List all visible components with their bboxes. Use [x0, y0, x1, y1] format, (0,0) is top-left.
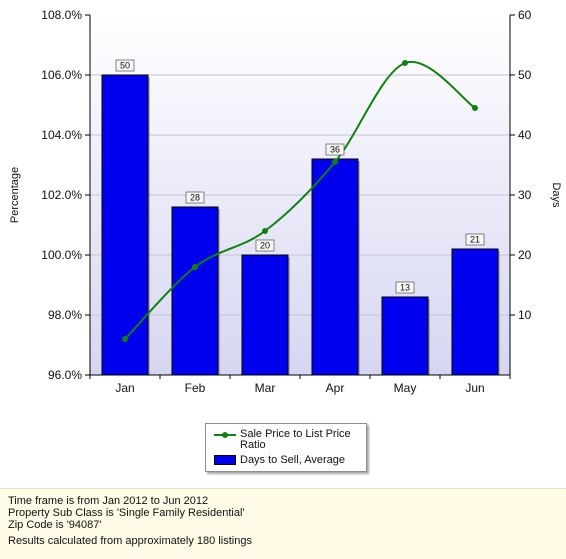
- y-tick-label: 104.0%: [41, 128, 82, 142]
- y2-tick-label: 50: [518, 68, 532, 82]
- data-label: 21: [470, 235, 480, 245]
- line-point: [122, 336, 128, 342]
- bar: [171, 206, 219, 376]
- y-tick-label: 102.0%: [41, 188, 82, 202]
- bar: [381, 296, 429, 376]
- legend-label-ratio: Sale Price to List Price Ratio: [240, 428, 351, 451]
- bar: [241, 254, 289, 376]
- y-tick-label: 106.0%: [41, 68, 82, 82]
- y-tick-label: 98.0%: [48, 308, 82, 322]
- footer-subclass: Property Sub Class is 'Single Family Res…: [8, 507, 245, 519]
- line-point: [332, 159, 338, 165]
- legend: Sale Price to List Price Ratio Days to S…: [205, 423, 367, 472]
- gridlines: [90, 74, 510, 316]
- legend-item-days: Days to Sell, Average: [212, 455, 360, 466]
- y2-tick-label: 10: [518, 308, 532, 322]
- y2-axis-title: Days: [550, 182, 562, 208]
- y2-tick-label: 20: [518, 248, 532, 262]
- line-point: [262, 228, 268, 234]
- data-label: 50: [120, 61, 130, 71]
- x-tick-label: Feb: [185, 381, 206, 395]
- data-label: 20: [260, 241, 270, 251]
- data-label: 13: [400, 283, 410, 293]
- x-tick-label: May: [394, 381, 417, 395]
- footer-notes: Time frame is from Jan 2012 to Jun 2012 …: [0, 488, 566, 559]
- data-label-box: [395, 281, 415, 294]
- line-point: [472, 105, 478, 111]
- data-label: 36: [330, 145, 340, 155]
- ratio-line: [124, 60, 476, 340]
- data-labels: 50 28 20 36 13 21: [115, 59, 485, 294]
- x-tick-label: Mar: [255, 381, 276, 395]
- line-series: [122, 60, 478, 342]
- bar-swatch: [212, 455, 240, 466]
- line-point: [192, 264, 198, 270]
- y-tick-label: 108.0%: [41, 8, 82, 22]
- bar: [311, 158, 359, 376]
- data-label-box: [325, 143, 345, 156]
- x-tick-label: Apr: [326, 381, 345, 395]
- combo-chart: 50 28 20 36 13 21 96.0% 98.0% 100.0% 102.0% 104.0…: [9, 8, 562, 395]
- y2-tick-label: 60: [518, 8, 532, 22]
- data-label-box: [465, 233, 485, 246]
- x-tick-label: Jan: [115, 381, 134, 395]
- data-label-box: [185, 191, 205, 204]
- y-axis-title: Percentage: [9, 167, 21, 223]
- bar-series: [101, 74, 500, 376]
- legend-item-ratio: Sale Price to List Price Ratio: [212, 429, 360, 451]
- footer-listings: Results calculated from approximately 18…: [8, 535, 252, 547]
- legend-label-days: Days to Sell, Average: [240, 454, 345, 466]
- axes: 96.0% 98.0% 100.0% 102.0% 104.0% 106.0% 108.0%…: [41, 8, 531, 395]
- x-tick-label: Jun: [465, 381, 484, 395]
- bar: [451, 248, 499, 376]
- y2-tick-label: 30: [518, 188, 532, 202]
- y-tick-label: 100.0%: [41, 248, 82, 262]
- bar: [101, 74, 149, 376]
- data-label-box: [115, 59, 135, 72]
- data-label-box: [255, 239, 275, 252]
- footer-timeframe: Time frame is from Jan 2012 to Jun 2012: [8, 495, 209, 507]
- footer-zipcode: Zip Code is '94087': [8, 519, 102, 531]
- y2-tick-label: 40: [518, 128, 532, 142]
- data-label: 28: [190, 193, 200, 203]
- line-point: [402, 60, 408, 66]
- line-swatch: [212, 429, 240, 440]
- y-tick-label: 96.0%: [48, 368, 82, 382]
